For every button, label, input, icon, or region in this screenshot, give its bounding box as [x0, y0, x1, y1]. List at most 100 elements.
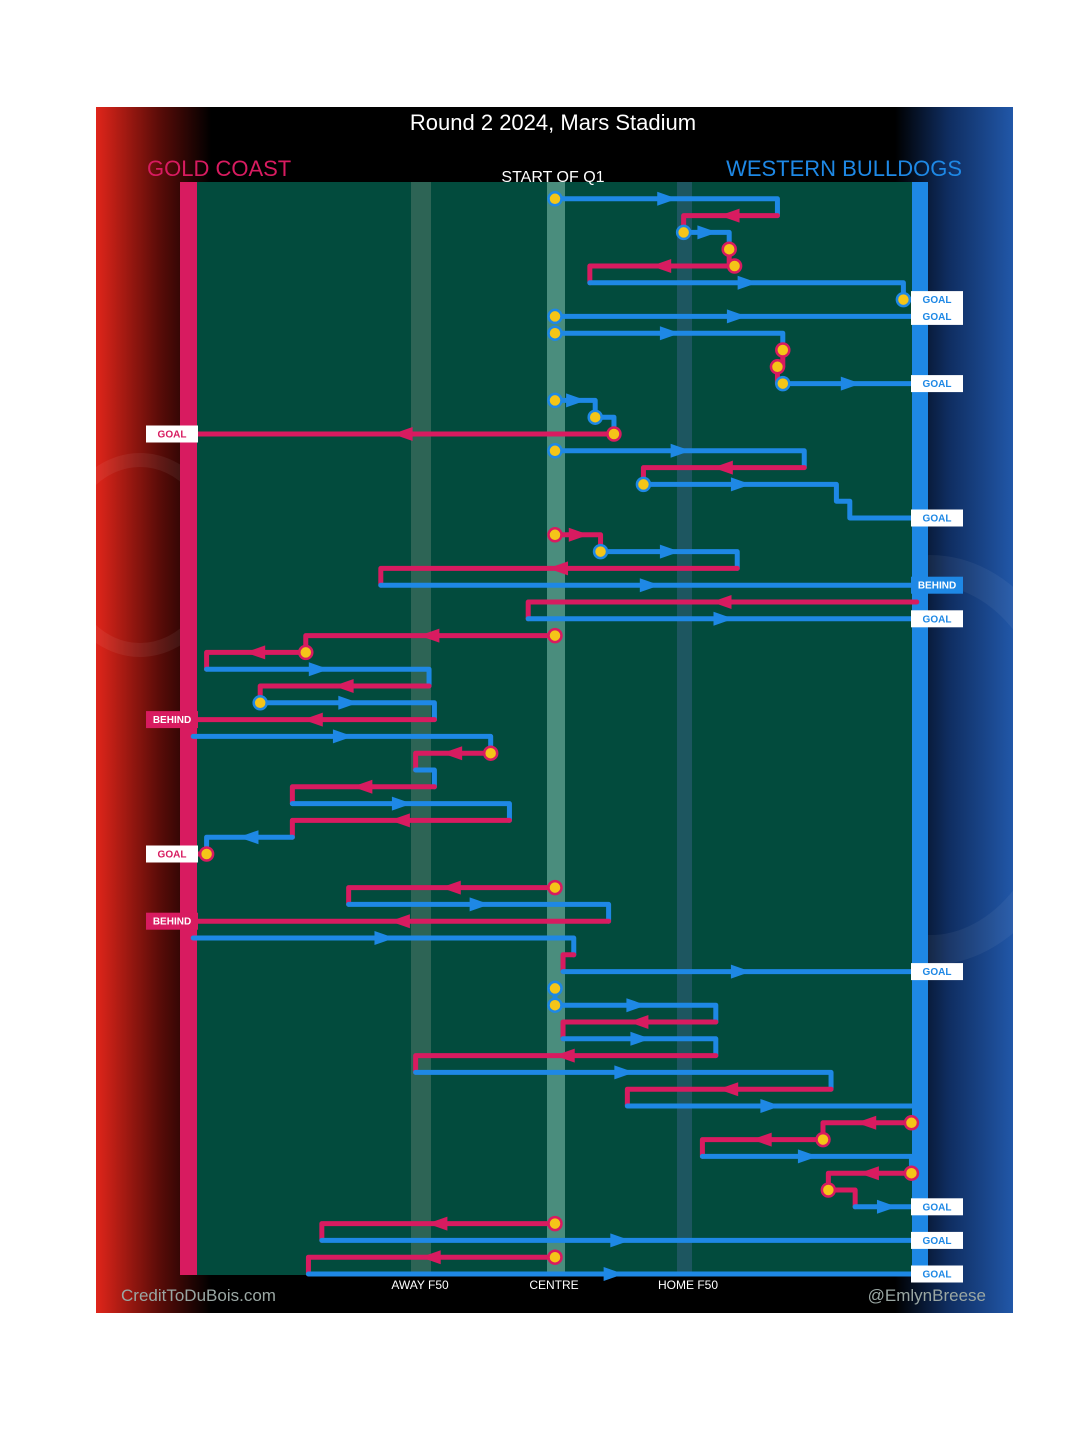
possession-start-marker: [547, 1215, 563, 1232]
possession-start-marker: [726, 258, 743, 274]
possession-start-marker: [775, 375, 791, 392]
away-direction-arrow: [419, 628, 440, 643]
possession-start-marker: [547, 308, 563, 325]
home-result-label: GOAL: [923, 514, 952, 525]
home-result-badge: [911, 1265, 963, 1283]
possession-start-marker: [606, 426, 622, 442]
possession-start-marker: [775, 342, 791, 358]
possession-start-marker: [815, 1131, 831, 1148]
home-result-label: GOAL: [923, 312, 952, 323]
home-direction-arrow: [797, 1149, 818, 1164]
away-chain-line: [319, 1221, 558, 1243]
possession-start-marker: [769, 359, 786, 375]
home-result-label: GOAL: [923, 614, 952, 625]
away-direction-arrow: [718, 1082, 739, 1097]
home-chain-line: [413, 767, 437, 790]
possession-start-marker: [903, 1165, 920, 1181]
home-result-badge: [911, 576, 963, 594]
home-result-label: BEHIND: [918, 581, 956, 592]
home-direction-arrow: [659, 326, 680, 341]
home-result-badge: [911, 291, 963, 309]
home-chain-line: [560, 1036, 719, 1059]
home-result-badge: [911, 1198, 963, 1216]
home-direction-arrow: [659, 544, 680, 559]
x-tick-label-centre: CENTRE: [529, 1278, 578, 1292]
away-result-label: BEHIND: [153, 917, 191, 928]
possession-start-marker: [547, 980, 563, 997]
away-team-name: GOLD COAST: [147, 156, 291, 181]
away-chain-line: [413, 1053, 719, 1075]
home-direction-arrow: [657, 191, 678, 206]
x-tick-label-away-f50: AWAY F50: [391, 1278, 449, 1292]
away-direction-arrow: [628, 1015, 649, 1029]
home-direction-arrow: [726, 309, 747, 324]
away-direction-arrow: [427, 1216, 448, 1231]
field: [180, 182, 928, 1275]
possession-start-marker: [547, 443, 563, 459]
away-chain-line: [378, 565, 740, 588]
away-direction-arrow: [856, 1115, 877, 1130]
away-direction-arrow: [392, 427, 413, 441]
home-result-badge: [911, 509, 963, 527]
home-goal-line: [912, 182, 928, 1275]
home-direction-arrow: [614, 1065, 635, 1080]
home-direction-arrow: [603, 1267, 624, 1281]
away-result-badge: [146, 711, 198, 729]
home-direction-arrow: [332, 729, 353, 744]
away-f50-line: [411, 182, 431, 1275]
possession-start-marker: [298, 644, 314, 661]
possession-start-marker: [547, 997, 563, 1013]
away-chain-line: [587, 263, 738, 286]
home-result-label: GOAL: [923, 1270, 952, 1281]
away-goal-line: [180, 182, 197, 1275]
away-chain-line: [346, 885, 558, 907]
home-direction-arrow: [639, 578, 660, 593]
home-result-badge: [911, 1231, 963, 1249]
home-direction-arrow: [713, 611, 734, 626]
credit-right: @EmlynBreese: [868, 1286, 986, 1305]
chart-title: Round 2 2024, Mars Stadium: [410, 110, 696, 135]
home-f50-line: [677, 182, 692, 1275]
home-direction-arrow: [730, 477, 751, 492]
possession-start-marker: [547, 392, 563, 409]
home-direction-arrow: [760, 1099, 781, 1113]
away-direction-arrow: [389, 813, 410, 828]
away-chain-line: [413, 750, 494, 773]
home-direction-arrow: [876, 1199, 897, 1214]
centre-line: [547, 182, 565, 1275]
away-result-label: GOAL: [158, 850, 187, 861]
possession-start-marker: [198, 846, 215, 862]
home-direction-arrow: [566, 393, 587, 408]
away-result-label: GOAL: [158, 430, 187, 441]
home-direction-arrow: [308, 662, 329, 677]
possession-start-marker: [252, 695, 268, 711]
possession-start-marker: [547, 1249, 563, 1265]
home-direction-arrow: [626, 998, 647, 1013]
away-chain-line: [289, 817, 512, 840]
home-direction-arrow: [697, 225, 718, 240]
home-chain-line: [552, 1002, 719, 1025]
possession-start-marker: [895, 291, 912, 308]
home-direction-arrow: [610, 1233, 631, 1248]
away-chain-line: [699, 1137, 826, 1159]
home-chain-line: [552, 196, 780, 219]
away-chain-line: [289, 784, 437, 807]
home-chain-line: [598, 549, 740, 571]
away-direction-arrow: [548, 561, 569, 576]
credit-left: CreditToDuBois.com: [121, 1286, 276, 1305]
home-result-badge: [911, 963, 963, 981]
away-result-badge: [146, 425, 198, 443]
home-result-badge: [911, 375, 963, 393]
home-chain-line: [552, 448, 807, 471]
away-direction-arrow: [352, 779, 373, 794]
home-result-label: GOAL: [923, 379, 952, 390]
possession-start-marker: [547, 879, 563, 896]
away-direction-arrow: [711, 595, 732, 609]
away-chain-line: [560, 952, 577, 975]
home-chain-line: [289, 801, 512, 823]
away-result-badge: [146, 912, 198, 930]
away-direction-arrow: [302, 712, 323, 727]
home-direction-arrow: [670, 443, 691, 458]
home-direction-arrow: [338, 695, 359, 710]
home-result-badge: [911, 610, 963, 628]
